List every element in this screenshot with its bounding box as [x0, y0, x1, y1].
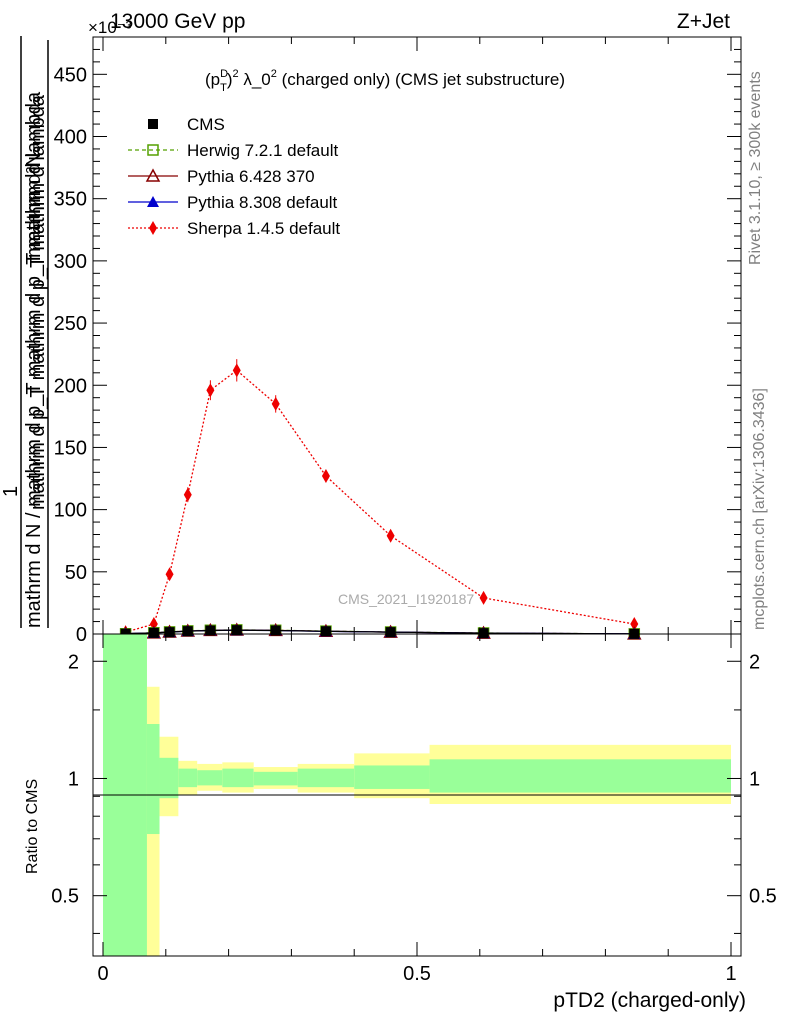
- stat-uncertainty-band: [146, 724, 160, 835]
- y-tick-label: 400: [54, 127, 87, 149]
- ylabel-norm: mathrm d N / mathrm d p_T mathrm d p_T m…: [23, 91, 45, 628]
- data-point: [386, 528, 395, 543]
- x-tick-label: 0: [97, 963, 108, 985]
- header-right: Z+Jet: [677, 10, 730, 33]
- legend-marker: [149, 221, 157, 235]
- data-point: [205, 625, 216, 636]
- y-tick-label: 450: [54, 64, 87, 86]
- stat-uncertainty-band: [159, 757, 179, 799]
- rivet-label: Rivet 3.1.10, ≥ 300k events: [747, 71, 764, 265]
- data-point: [232, 363, 241, 378]
- header-left: 13000 GeV pp: [110, 10, 245, 33]
- mcplots-label: mcplots.cern.ch [arXiv:1306.3436]: [751, 388, 768, 630]
- ratio-y-tick-label: 2: [68, 651, 79, 673]
- legend-marker: [147, 144, 159, 156]
- stat-uncertainty-band: [354, 765, 430, 789]
- data-point: [164, 627, 175, 638]
- ratio-y-tick-label-right: 1: [749, 768, 760, 790]
- legend: CMS Herwig 7.2.1 default Pythia 6.428 370 P…: [128, 115, 340, 238]
- y-tick-label: 200: [54, 375, 87, 397]
- ratio-y-tick-label: 1: [68, 768, 79, 790]
- series-0: [120, 625, 640, 639]
- y-tick-label: 100: [54, 500, 87, 522]
- ratio-ticks: 0.5 0.5 1 1 2 2 0 0.5 1: [51, 634, 777, 985]
- header-exponent: ×10⁻³: [88, 18, 132, 37]
- data-point: [148, 627, 159, 638]
- ylabel-one: 1: [0, 486, 22, 497]
- data-point: [182, 626, 193, 637]
- stat-uncertainty-band: [253, 771, 298, 786]
- ratio-panel: 0.5 0.5 1 1 2 2 0 0.5 1 Ratio to CMS pTD2 (charg…: [24, 633, 777, 1012]
- ylabel-num: mathrm d²N: [23, 152, 45, 258]
- legend-label: Pythia 8.308 default: [187, 193, 338, 212]
- chart-title: (pD T)2 λ_02 (charged only) (CMS jet subs…: [205, 68, 565, 94]
- ratio-y-tick-label-right: 0.5: [749, 886, 777, 908]
- legend-marker: [147, 196, 159, 207]
- legend-label: CMS: [187, 115, 225, 134]
- y-tick-label: 0: [76, 624, 87, 646]
- legend-label: Herwig 7.2.1 default: [187, 141, 338, 160]
- main-ylabel: mathrm d²N mathrm d p_T mathrm d p_T mat…: [0, 36, 49, 628]
- legend-label: Sherpa 1.4.5 default: [187, 219, 340, 238]
- ratio-y-tick-label: 0.5: [51, 886, 79, 908]
- data-point: [478, 628, 489, 639]
- data-point: [630, 617, 639, 632]
- data-point: [479, 590, 488, 605]
- x-tick-label: 1: [725, 963, 736, 985]
- ylabel-den: mathrm d p_T mathrm d p_T mathrm d lambd…: [27, 94, 49, 510]
- y-tick-label: 350: [54, 189, 87, 211]
- stat-uncertainty-band: [222, 768, 254, 788]
- series-line: [125, 369, 635, 633]
- data-point: [165, 567, 174, 582]
- x-tick-label: 0.5: [403, 963, 431, 985]
- data-point: [320, 626, 331, 637]
- y-tick-label: 50: [65, 562, 87, 584]
- data-point: [321, 469, 330, 484]
- data-point: [206, 383, 215, 398]
- stat-uncertainty-band: [297, 768, 355, 788]
- stat-uncertainty-band: [429, 759, 731, 793]
- ratio-bands: [103, 634, 731, 956]
- legend-marker: [145, 168, 161, 182]
- ratio-y-tick-label-right: 2: [749, 651, 760, 673]
- y-tick-label: 250: [54, 313, 87, 335]
- data-point: [271, 396, 280, 411]
- main-panel: 0 50 100 150 200 250 300 350 400 450 CMS_2021_I19…: [54, 36, 742, 646]
- series-line: [125, 629, 635, 635]
- y-tick-label: 300: [54, 251, 87, 273]
- data-point: [183, 487, 192, 502]
- data-point: [270, 625, 281, 636]
- ratio-ylabel: Ratio to CMS: [24, 779, 41, 874]
- legend-label: Pythia 6.428 370: [187, 167, 315, 186]
- stat-uncertainty-band: [197, 770, 223, 786]
- stat-uncertainty-band: [178, 768, 198, 788]
- x-axis-label: pTD2 (charged-only): [553, 989, 746, 1012]
- data-point: [231, 625, 242, 636]
- watermark: CMS_2021_I1920187: [338, 591, 474, 607]
- data-point: [385, 627, 396, 638]
- legend-marker: [148, 119, 158, 129]
- y-tick-label: 150: [54, 437, 87, 459]
